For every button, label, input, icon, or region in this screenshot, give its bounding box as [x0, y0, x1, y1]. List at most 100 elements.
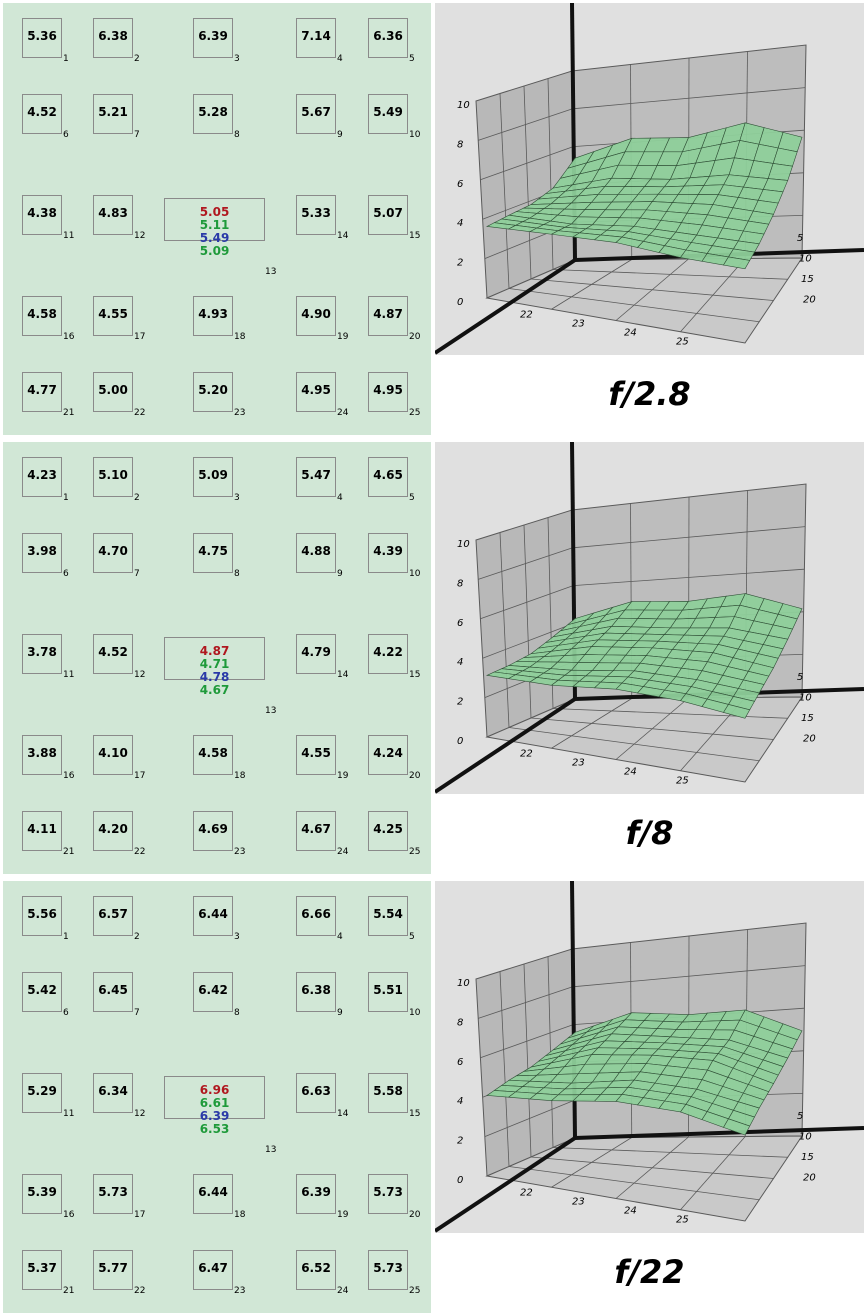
cell-number: 11	[63, 670, 75, 680]
cell-number: 16	[63, 332, 75, 342]
floor-gridline	[680, 1136, 746, 1211]
cell-number: 14	[337, 1109, 349, 1119]
y-tick-label: 15	[801, 713, 814, 724]
cell-number: 19	[337, 771, 349, 781]
grid-cell	[22, 457, 62, 497]
cell-value: 4.52	[98, 645, 128, 659]
cell-number: 25	[409, 408, 421, 418]
cell-number: 11	[63, 231, 75, 241]
cell-value: 6.39	[301, 1185, 331, 1199]
grid-cell	[22, 811, 62, 851]
cell-value: 4.79	[301, 645, 331, 659]
y-tick-label: 10	[799, 254, 812, 265]
z-tick-label: 8	[457, 139, 463, 150]
grid-cell	[193, 1250, 233, 1290]
cell-value: 5.56	[27, 907, 57, 921]
measurement-grid: 5.56 1 6.57 2 6.44 3 6.66 4 5.54 5 5.42 6 6.45 7 6.42 8…	[3, 881, 431, 1313]
cell-value: 4.70	[98, 544, 128, 558]
surface-patch	[723, 704, 751, 719]
cell-number: 7	[134, 569, 140, 579]
z-tick-label: 8	[457, 578, 463, 589]
cell-number: 15	[409, 1109, 421, 1119]
cell-value: 3.88	[27, 746, 57, 760]
cell-number: 25	[409, 847, 421, 857]
cell-value: 4.83	[98, 206, 128, 220]
grid-cell	[296, 195, 336, 235]
cell-value: 4.88	[301, 544, 331, 558]
floor	[485, 257, 803, 344]
grid-cell	[296, 972, 336, 1012]
center-value: 4.71	[199, 657, 230, 671]
cell-value: 4.87	[373, 307, 403, 321]
grid-cell	[193, 296, 233, 336]
grid-cell	[22, 372, 62, 412]
cell-number: 18	[234, 332, 246, 342]
cell-value: 5.39	[27, 1185, 57, 1199]
cell-value: 4.55	[301, 746, 331, 760]
center-value: 5.09	[199, 244, 230, 258]
wall-gridline	[547, 78, 554, 270]
grid-cell	[193, 457, 233, 497]
cell-value: 6.63	[301, 1084, 331, 1098]
cell-number: 10	[409, 569, 421, 579]
cell-value: 5.21	[98, 105, 128, 119]
cell-value: 5.36	[27, 29, 57, 43]
grid-cell	[93, 972, 133, 1012]
cell-number: 13	[265, 1145, 277, 1155]
grid-cell	[93, 195, 133, 235]
cell-value: 6.44	[198, 907, 228, 921]
cell-number: 12	[134, 670, 146, 680]
cell-number: 5	[409, 493, 415, 503]
grid-cell	[22, 296, 62, 336]
aperture-label: f/2.8	[608, 375, 691, 413]
z-tick-label: 6	[457, 179, 463, 190]
cell-value: 6.47	[198, 1261, 228, 1275]
cell-number: 9	[337, 569, 343, 579]
cell-number: 15	[409, 670, 421, 680]
grid-cell	[296, 296, 336, 336]
cell-number: 13	[265, 706, 277, 716]
y-tick-label: 15	[801, 1152, 814, 1163]
cell-value: 6.45	[98, 983, 128, 997]
cell-number: 14	[337, 670, 349, 680]
grid-cell	[296, 1250, 336, 1290]
grid-cell	[368, 533, 408, 573]
grid-cell	[93, 533, 133, 573]
grid-cell	[368, 634, 408, 674]
cell-number: 8	[234, 1008, 240, 1018]
z-tick-label: 10	[457, 100, 470, 111]
cell-value: 6.38	[98, 29, 128, 43]
grid-cell	[93, 296, 133, 336]
cell-number: 7	[134, 1008, 140, 1018]
wall-gridline	[523, 85, 532, 280]
cell-value: 6.52	[301, 1261, 331, 1275]
grid-cell	[193, 533, 233, 573]
x-tick-label: 25	[676, 336, 689, 347]
cell-number: 6	[63, 130, 69, 140]
cell-number: 22	[134, 1286, 146, 1296]
center-value: 6.53	[199, 1122, 230, 1136]
cell-value: 5.28	[198, 105, 228, 119]
3d-surface-plot: 0 2 4 6 8 10 22 23 24 25 5 10 15 20	[435, 3, 864, 355]
x-tick-label: 25	[676, 1214, 689, 1225]
cell-value: 5.37	[27, 1261, 57, 1275]
cell-value: 4.39	[373, 544, 403, 558]
x-axis-line	[435, 258, 577, 355]
cell-number: 17	[134, 771, 146, 781]
x-axis-line	[435, 697, 577, 794]
cell-value: 4.10	[98, 746, 128, 760]
cell-value: 5.49	[373, 105, 403, 119]
cell-number: 2	[134, 932, 140, 942]
x-tick-label: 24	[624, 327, 637, 338]
grid-cell	[93, 1073, 133, 1113]
y-axis-line	[574, 1126, 864, 1140]
cell-number: 10	[409, 130, 421, 140]
cell-value: 5.73	[98, 1185, 128, 1199]
cell-value: 3.98	[27, 544, 57, 558]
z-tick-label: 4	[457, 657, 463, 668]
grid-cell	[193, 811, 233, 851]
grid-cell	[296, 634, 336, 674]
cell-number: 24	[337, 847, 349, 857]
